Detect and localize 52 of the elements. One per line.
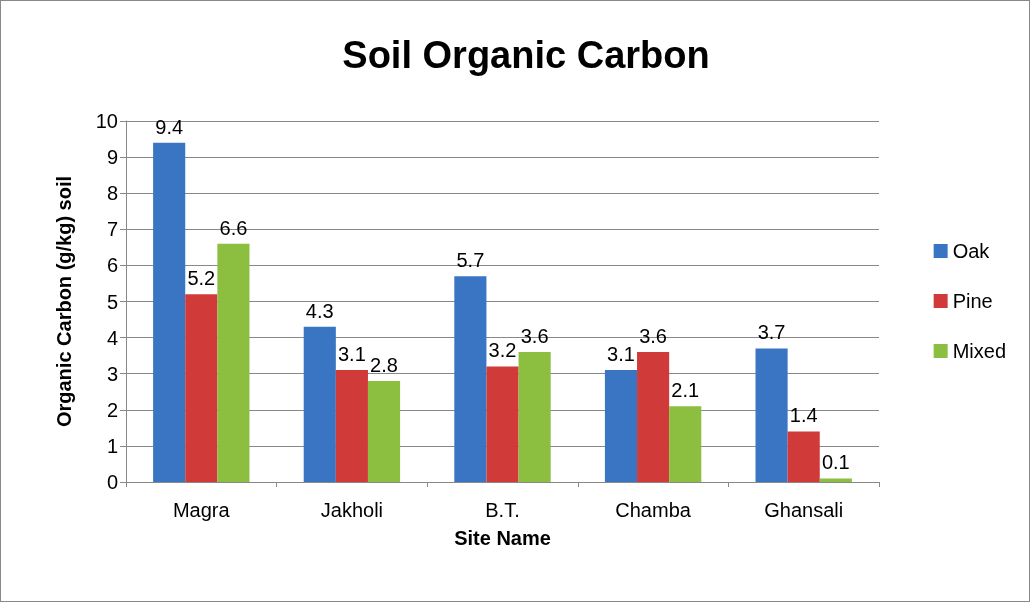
x-tick-label: Chamba [615,499,692,521]
data-label: 5.7 [456,249,485,272]
y-tick-label: 3 [106,362,118,385]
bar [518,352,551,482]
y-tick-label: 1 [106,434,118,457]
y-tick-label: 8 [106,182,118,205]
bar [486,366,519,482]
data-label: 9.4 [155,115,184,138]
y-tick-label: 2 [106,398,118,421]
data-label: 3.7 [757,321,786,344]
y-tick-label: 4 [106,326,118,349]
y-tick-label: 10 [95,110,118,132]
y-tick-label: 9 [106,146,118,169]
legend-label: Pine [952,290,993,312]
y-tick-label: 6 [106,254,118,277]
data-label: 0.1 [821,451,850,474]
data-label: 3.1 [607,343,635,366]
y-tick-label: 5 [106,290,118,313]
bar [669,406,702,482]
legend-label: Mixed [952,340,1007,362]
data-label: 3.1 [337,343,366,366]
x-axis-title: Site Name [454,527,551,549]
data-label: 1.4 [789,404,818,427]
bar [755,348,788,482]
bar [153,142,186,482]
bar [787,431,820,482]
bar [454,276,487,482]
data-label: 2.8 [370,353,398,376]
data-label: 4.3 [305,299,334,322]
x-tick-label: Jakholi [320,499,384,521]
bar [637,352,670,482]
data-label: 3.6 [520,325,549,348]
bar [604,370,638,482]
x-tick-label: B.T. [485,499,520,521]
data-label: 6.6 [219,216,248,239]
data-label: 2.1 [671,379,700,402]
bar [819,478,852,482]
legend-label: Oak [952,240,991,262]
bar [303,326,336,482]
data-label: 3.6 [639,325,668,348]
bar [367,380,401,482]
y-tick-label: 7 [106,218,118,241]
chart-title: Soil Organic Carbon [342,34,710,76]
x-tick-label: Magra [172,499,231,521]
bar [185,294,218,482]
data-label: 5.2 [187,267,216,290]
x-tick-label: Ghansali [764,499,844,521]
data-label: 3.2 [488,339,517,362]
bar [335,370,368,482]
y-axis-title: Organic Carbon (g/kg) soil [53,175,75,428]
y-tick-label: 0 [106,471,118,493]
bar [217,243,250,482]
